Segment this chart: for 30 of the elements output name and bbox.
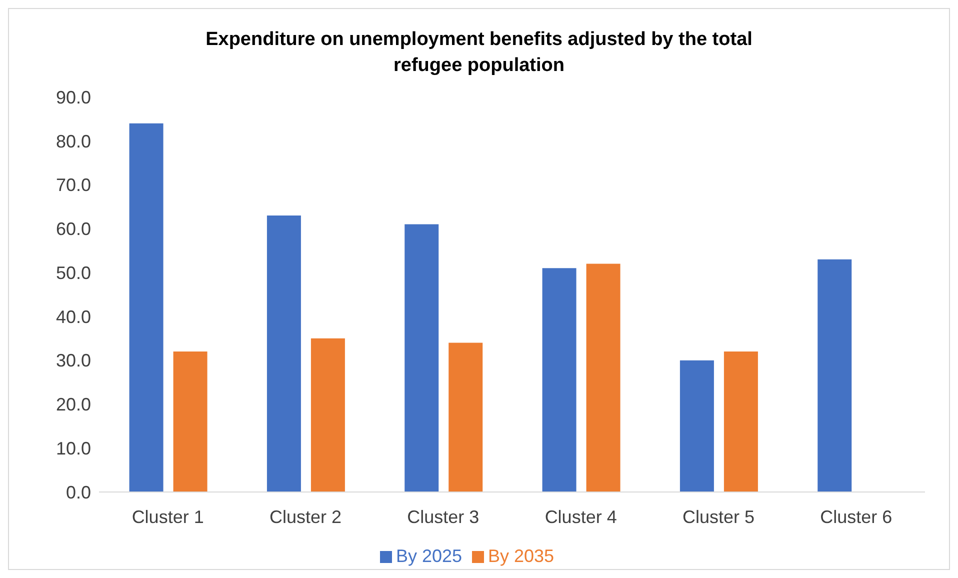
bar [310, 338, 345, 492]
bar [542, 268, 576, 492]
y-tick-label: 80.0 [56, 131, 91, 152]
y-tick-label: 20.0 [56, 394, 91, 415]
y-tick-label: 60.0 [56, 219, 91, 240]
chart-title: Expenditure on unemployment benefits adjusted by the total refugee population [204, 28, 754, 78]
bar [724, 352, 758, 492]
y-tick-label: 70.0 [56, 175, 91, 196]
y-tick-label: 50.0 [56, 262, 91, 283]
bar [586, 264, 620, 492]
y-tick-label: 10.0 [56, 438, 91, 458]
y-tick-label: 90.0 [56, 87, 91, 108]
bar [404, 224, 439, 492]
bar [448, 342, 483, 492]
x-tick-label: Cluster 4 [544, 506, 617, 527]
x-tick-label: Cluster 5 [682, 506, 755, 527]
bar [129, 123, 164, 492]
y-tick-label: 40.0 [56, 306, 91, 327]
legend-label: By 2025 [396, 546, 462, 566]
y-tick-label: 30.0 [56, 350, 91, 371]
x-tick-label: Cluster 1 [132, 506, 204, 527]
bar [266, 216, 301, 492]
bar [818, 259, 852, 492]
y-tick-label: 0.0 [66, 482, 91, 502]
bar [680, 360, 714, 492]
x-tick-label: Cluster 2 [269, 506, 342, 527]
legend-label: By 2035 [488, 546, 554, 566]
x-tick-label: Cluster 6 [820, 506, 892, 527]
x-tick-label: Cluster 3 [407, 506, 480, 527]
bar [173, 352, 208, 492]
